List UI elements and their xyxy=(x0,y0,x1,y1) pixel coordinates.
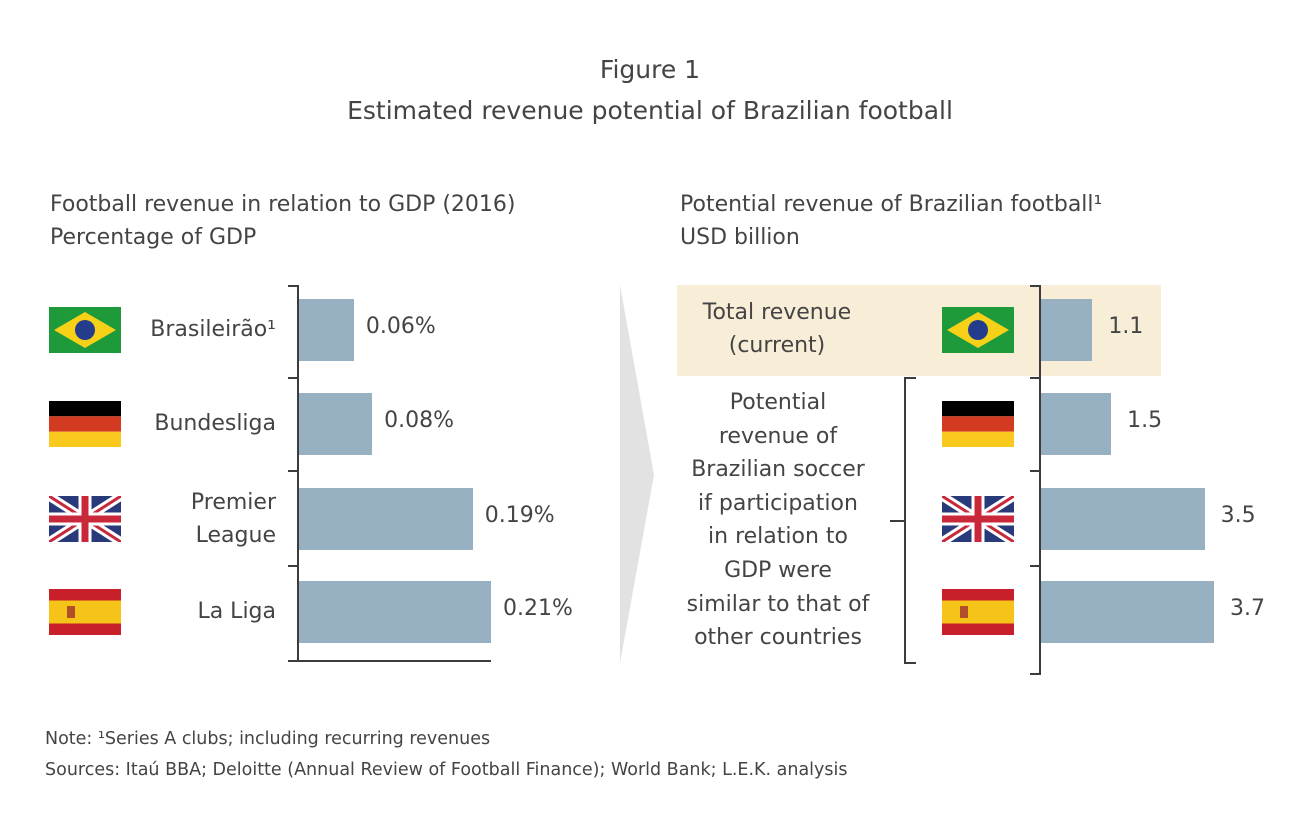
chevron-arrow-icon xyxy=(620,285,654,663)
bracket-label-line: other countries xyxy=(694,625,862,651)
right-chart-title: Potential revenue of Brazilian football¹ xyxy=(680,192,1103,217)
right-axis-tick xyxy=(1030,470,1040,472)
left-chart-subtitle: Percentage of GDP xyxy=(50,225,257,250)
bracket-label-line: similar to that of xyxy=(686,591,870,617)
right-bar xyxy=(1041,581,1214,643)
bracket-label-line: Brazilian soccer xyxy=(691,457,865,483)
left-value-label: 0.19% xyxy=(484,503,555,528)
right-value-label: 3.7 xyxy=(1230,596,1265,621)
category-label: La Liga xyxy=(197,599,276,624)
bracket-tick xyxy=(904,662,916,664)
right-value-label: 1.5 xyxy=(1127,408,1163,433)
left-axis-tick xyxy=(288,565,298,567)
germany-flag-icon xyxy=(942,401,1014,447)
germany-flag-icon xyxy=(49,401,121,447)
bracket-label-line: if participation xyxy=(698,490,858,516)
bracket-label-line: in relation to xyxy=(708,524,848,550)
spain-flag-icon xyxy=(942,589,1014,635)
figure-label: Figure 1 xyxy=(599,55,701,84)
left-axis-tick xyxy=(288,377,298,379)
right-bar xyxy=(1041,488,1205,550)
uk-flag-icon xyxy=(46,492,124,546)
brazil-flag-icon xyxy=(942,307,1014,353)
category-label-line: Premier xyxy=(190,490,276,515)
uk-flag-icon xyxy=(939,492,1017,546)
left-chart-title: Football revenue in relation to GDP (201… xyxy=(50,192,516,217)
left-bar xyxy=(299,393,373,455)
left-bar xyxy=(299,488,473,550)
right-value-label: 3.5 xyxy=(1220,503,1256,528)
footnote: Note: ¹Series A clubs; including recurri… xyxy=(45,729,491,749)
right-chart-subtitle: USD billion xyxy=(680,225,800,250)
left-axis-tick xyxy=(288,470,298,472)
left-value-label: 0.08% xyxy=(384,408,455,433)
right-axis-tick xyxy=(1030,565,1040,567)
right-value-label: 1.1 xyxy=(1108,314,1144,339)
right-axis-tick xyxy=(1030,377,1040,379)
left-y-axis xyxy=(297,285,299,662)
spain-flag-icon xyxy=(49,589,121,635)
bracket-label-line: revenue of xyxy=(718,423,838,449)
left-value-label: 0.21% xyxy=(503,596,573,621)
category-label: Brasileirão¹ xyxy=(150,317,276,342)
category-label: Bundesliga xyxy=(154,411,276,436)
bracket-tick xyxy=(890,520,904,522)
sources: Sources: Itaú BBA; Deloitte (Annual Revi… xyxy=(45,760,848,780)
left-x-axis xyxy=(288,660,491,662)
left-value-label: 0.06% xyxy=(365,314,436,339)
left-bar xyxy=(299,299,354,361)
figure-title: Estimated revenue potential of Brazilian… xyxy=(347,96,953,125)
bracket-label-line: Potential xyxy=(729,390,827,415)
category-label-line: League xyxy=(195,523,276,548)
brazil-flag-icon xyxy=(49,307,121,353)
right-axis-tick xyxy=(1030,285,1040,287)
right-y-axis xyxy=(1039,285,1041,675)
highlight-label-line: (current) xyxy=(728,333,826,358)
category-label: Premier League xyxy=(116,486,276,552)
bracket xyxy=(904,377,906,664)
bracket-label: Potential revenue of Brazilian soccer if pa… xyxy=(668,386,888,655)
bracket-tick xyxy=(904,377,916,379)
right-bar xyxy=(1041,299,1093,361)
left-axis-tick xyxy=(288,285,298,287)
highlight-label: Total revenue (current) xyxy=(677,296,877,362)
right-bar xyxy=(1041,393,1112,455)
left-bar xyxy=(299,581,491,643)
highlight-label-line: Total revenue xyxy=(702,300,852,325)
bracket-label-line: GDP were xyxy=(724,557,832,583)
right-axis-tick xyxy=(1030,673,1040,675)
